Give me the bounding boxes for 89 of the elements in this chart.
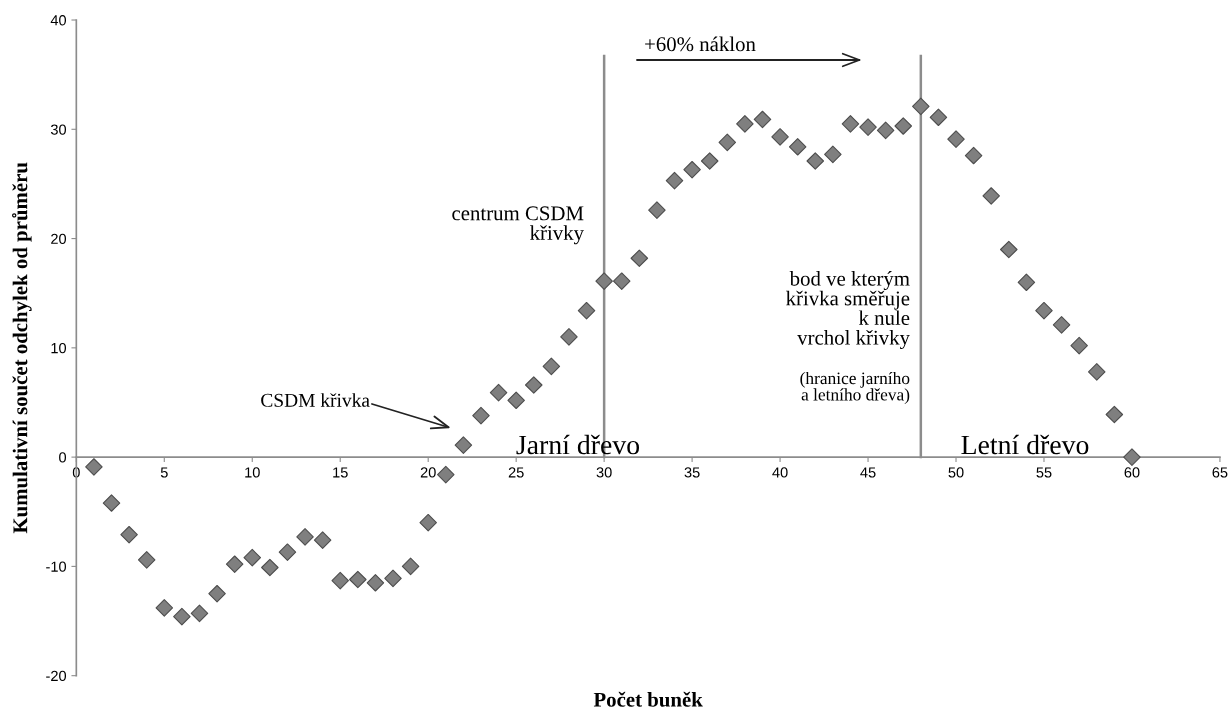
point: [366, 574, 385, 592]
point: [577, 301, 596, 320]
point: [120, 525, 138, 544]
x-tick-label: 60: [1124, 467, 1140, 478]
point: [683, 160, 701, 179]
x-tick-label: 5: [160, 467, 168, 478]
point: [612, 272, 631, 290]
point: [489, 383, 508, 402]
y-axis-title: Kumulativní součet odchylek od průměru: [12, 162, 32, 534]
annotation: CSDM křivka: [261, 393, 370, 407]
x-tick-label: 45: [860, 467, 876, 478]
point: [894, 117, 913, 135]
y-tick-label: -20: [46, 670, 67, 682]
point: [700, 152, 719, 170]
point: [155, 599, 174, 617]
point: [876, 121, 895, 140]
point: [630, 249, 649, 268]
point: [85, 458, 103, 476]
point: [947, 130, 965, 148]
point: [982, 187, 1000, 205]
y-tick-label: 30: [50, 124, 67, 135]
point: [1105, 405, 1124, 424]
point: [824, 145, 842, 164]
point: [1123, 448, 1141, 466]
point: [841, 115, 860, 133]
point: [1070, 336, 1088, 355]
point: [208, 584, 226, 603]
annotation: centrum CSDM křivky: [452, 206, 584, 245]
point: [595, 272, 613, 290]
point: [1052, 316, 1071, 334]
point: [1017, 273, 1036, 292]
x-tick-label: 20: [420, 467, 436, 478]
y-tick-label: 40: [50, 15, 67, 26]
point: [454, 436, 473, 454]
point: [225, 555, 244, 573]
point: [419, 513, 437, 532]
point: [929, 108, 948, 127]
point: [349, 570, 367, 589]
y-tick-label: 20: [51, 233, 67, 244]
annotation: +60% náklon: [645, 36, 756, 52]
point: [437, 465, 455, 484]
point: [718, 133, 737, 152]
point: [190, 604, 209, 623]
point: [173, 607, 191, 626]
point: [401, 557, 420, 576]
x-tick-label: 10: [245, 467, 260, 478]
point: [384, 569, 402, 588]
point: [542, 357, 561, 376]
x-tick-label: 50: [948, 467, 964, 478]
x-tick-label: 40: [772, 467, 788, 478]
point: [137, 551, 156, 569]
point: [771, 128, 789, 146]
y-tick-label: 0: [59, 452, 67, 463]
point: [788, 138, 807, 156]
point: [859, 118, 877, 136]
point: [472, 406, 490, 425]
y-tick-label: -10: [46, 561, 67, 572]
point: [331, 571, 350, 590]
point: [296, 528, 314, 546]
point: [806, 152, 825, 170]
point: [736, 115, 754, 133]
x-tick-label: 25: [508, 467, 524, 478]
annotation: Letní dřevo: [961, 434, 1089, 455]
x-tick-label: 55: [1036, 467, 1052, 478]
point: [964, 146, 983, 165]
point: [1035, 301, 1053, 320]
point: [753, 110, 772, 129]
point: [665, 171, 684, 190]
point: [507, 391, 525, 410]
point: [102, 494, 121, 512]
point: [1000, 240, 1018, 259]
point: [524, 376, 543, 394]
y-tick-label: 10: [51, 342, 67, 354]
point: [1087, 363, 1106, 381]
x-tick-label: 35: [684, 467, 700, 478]
annotation: (hranice jarního a letního dřeva): [800, 371, 910, 405]
x-tick-label: 15: [333, 467, 348, 478]
x-tick-label: 30: [596, 467, 612, 478]
x-axis-title: Počet buněk: [593, 691, 703, 707]
point: [648, 201, 666, 219]
point: [912, 97, 930, 116]
annotation: Jarní dřevo: [516, 434, 640, 455]
point: [313, 531, 332, 549]
x-tick-label: 65: [1212, 467, 1228, 478]
point: [278, 543, 297, 561]
point: [560, 328, 578, 346]
annotation: bod ve kterým křivka směřuje k nule vrchol křivky: [786, 271, 910, 349]
point: [243, 548, 262, 567]
point: [261, 558, 279, 577]
